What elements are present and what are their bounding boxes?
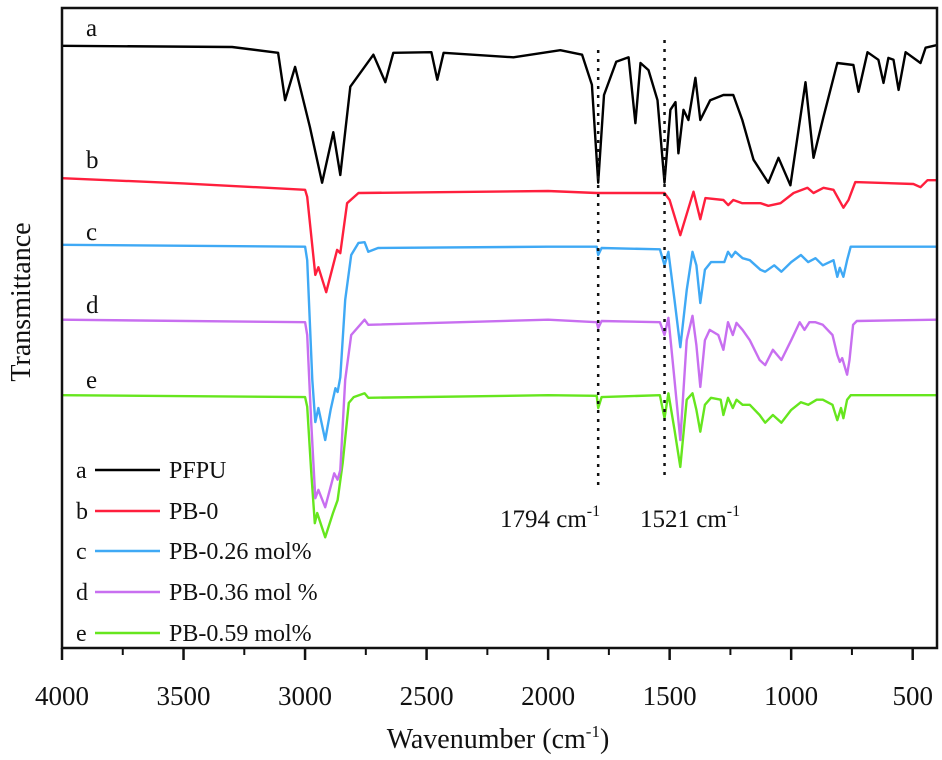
x-tick-label: 3000 <box>278 681 332 711</box>
annotation-label-1521: 1521 cm-1 <box>640 503 740 533</box>
annotation-superscript: -1 <box>727 503 740 520</box>
annotation-text: 1521 cm <box>640 506 727 533</box>
x-tick-label: 2500 <box>400 681 454 711</box>
series-line-b <box>61 177 937 294</box>
annotation-superscript: -1 <box>587 503 600 520</box>
x-tick-label: 4000 <box>35 681 89 711</box>
x-axis-label: Wavenumber (cm-1) <box>387 722 610 755</box>
curve-label-c: c <box>86 219 97 246</box>
x-tick-label: 2000 <box>521 681 575 711</box>
legend-label: PB-0.26 mol% <box>169 539 312 565</box>
legend: a PFPU b PB-0 c PB-0.26 mol% d PB-0.36 mol % e PB… <box>76 458 318 647</box>
x-tick-label: 1500 <box>643 681 697 711</box>
x-tick-label: 3500 <box>157 681 211 711</box>
annotation-layer: 1794 cm-1 1521 cm-1 <box>500 40 740 533</box>
legend-item-a: a PFPU <box>76 458 226 484</box>
legend-item-b: b PB-0 <box>76 499 218 525</box>
legend-letter: a <box>76 458 87 484</box>
annotation-label-1794: 1794 cm-1 <box>500 503 600 533</box>
x-tick-label: 1000 <box>764 681 818 711</box>
legend-item-c: c PB-0.26 mol% <box>76 539 312 565</box>
series-line-c <box>61 241 937 442</box>
series-layer <box>61 43 938 539</box>
annotation-text: 1794 cm <box>500 506 587 533</box>
legend-item-d: d PB-0.36 mol % <box>76 580 318 606</box>
legend-label: PB-0.36 mol % <box>169 580 318 606</box>
curve-label-b: b <box>86 147 99 174</box>
legend-label: PFPU <box>169 458 226 484</box>
series-line-a <box>61 43 938 187</box>
x-axis: 4000 3500 3000 2500 2000 1500 1000 500 <box>35 648 933 711</box>
legend-letter: c <box>76 539 87 565</box>
legend-item-e: e PB-0.59 mol% <box>76 621 312 647</box>
curve-labels: a b c d e <box>86 15 99 394</box>
legend-label: PB-0.59 mol% <box>169 621 312 647</box>
legend-letter: b <box>76 499 88 525</box>
curve-label-d: d <box>86 292 99 319</box>
curve-label-e: e <box>86 367 97 394</box>
y-axis-label: Transmittance <box>6 222 37 381</box>
legend-letter: d <box>76 580 88 606</box>
curve-label-a: a <box>86 15 97 42</box>
x-tick-label: 500 <box>892 681 933 711</box>
legend-letter: e <box>76 621 87 647</box>
series-line-e <box>61 392 937 539</box>
legend-label: PB-0 <box>169 499 218 525</box>
plot-frame <box>60 6 939 650</box>
series-line-d <box>61 314 938 509</box>
